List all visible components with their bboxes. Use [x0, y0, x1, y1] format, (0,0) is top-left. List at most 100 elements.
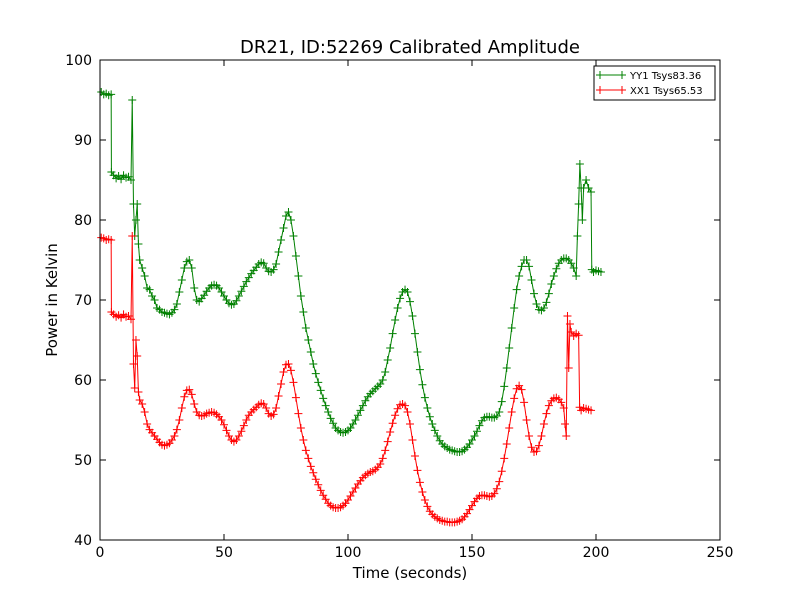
data-point-marker — [596, 268, 605, 276]
data-point-marker — [507, 324, 516, 332]
data-point-marker — [294, 409, 303, 418]
data-point-marker — [138, 264, 147, 272]
data-point-marker — [291, 393, 300, 402]
data-point-marker — [306, 348, 315, 356]
data-point-marker — [299, 308, 308, 316]
data-point-marker — [296, 292, 305, 300]
data-point-marker — [567, 259, 576, 268]
data-point-marker — [502, 440, 511, 448]
data-point-marker — [286, 216, 295, 224]
data-point-marker — [311, 475, 320, 484]
data-point-marker — [237, 427, 246, 436]
data-point-marker — [517, 385, 526, 394]
data-point-marker — [234, 292, 243, 300]
y-axis-title: Power in Kelvin — [43, 243, 61, 357]
data-point-marker — [547, 280, 556, 288]
data-point-marker — [420, 393, 429, 402]
data-point-marker — [525, 262, 534, 271]
data-point-marker — [408, 312, 417, 320]
data-point-marker — [530, 289, 538, 298]
data-point-marker — [510, 394, 519, 403]
data-point-marker — [177, 404, 186, 412]
data-point-marker — [500, 382, 509, 391]
data-point-marker — [386, 428, 395, 436]
data-point-marker — [574, 200, 583, 208]
data-point-marker — [425, 412, 434, 421]
data-point-marker — [190, 284, 199, 292]
data-point-marker — [386, 344, 395, 352]
data-point-marker — [505, 424, 514, 432]
data-point-marker — [129, 360, 138, 368]
data-point-marker — [415, 478, 424, 487]
data-point-marker — [413, 348, 422, 356]
data-point-marker — [495, 408, 504, 416]
data-point-marker — [587, 406, 596, 415]
data-point-marker — [220, 420, 228, 429]
data-point-marker — [587, 188, 596, 196]
data-point-marker — [527, 276, 536, 284]
data-point-marker — [534, 441, 543, 450]
data-point-marker — [383, 437, 392, 446]
data-point-marker — [107, 90, 116, 99]
data-point-marker — [565, 320, 574, 328]
data-point-marker — [391, 316, 400, 324]
x-tick-label: 50 — [215, 545, 233, 561]
data-point-marker — [107, 236, 116, 244]
data-point-marker — [388, 329, 397, 338]
data-point-marker — [172, 300, 181, 308]
data-point-marker — [279, 368, 288, 376]
legend-label: XX1 Tsys65.53 — [630, 86, 703, 97]
y-tick-label: 90 — [74, 133, 92, 149]
x-tick-label: 0 — [96, 545, 105, 561]
data-point-marker — [301, 446, 310, 455]
data-point-marker — [140, 408, 149, 416]
data-point-marker — [134, 388, 143, 396]
data-point-marker — [274, 248, 283, 256]
data-point-marker — [527, 443, 536, 452]
data-point-marker — [321, 401, 330, 410]
x-tick-label: 100 — [335, 545, 362, 561]
data-point-marker — [269, 265, 278, 274]
data-point-marker — [294, 272, 303, 280]
y-tick-label: 80 — [74, 213, 92, 229]
y-tick-label: 60 — [74, 373, 92, 389]
legend-box — [593, 65, 716, 101]
data-point-marker — [296, 424, 305, 432]
data-point-marker — [185, 256, 194, 264]
data-point-marker — [423, 404, 432, 412]
data-point-marker — [532, 300, 541, 308]
data-point-marker — [415, 365, 424, 374]
legend-marker — [618, 71, 626, 79]
data-point-marker — [284, 360, 293, 368]
data-point-marker — [433, 432, 442, 440]
data-point-marker — [170, 432, 179, 440]
x-tick-label: 150 — [459, 545, 486, 561]
data-point-marker — [289, 232, 298, 240]
data-point-marker — [272, 260, 281, 268]
data-point-marker — [326, 414, 335, 423]
data-point-marker — [286, 366, 295, 375]
data-point-marker — [510, 304, 519, 312]
data-point-marker — [537, 432, 546, 440]
data-point-marker — [128, 96, 137, 104]
data-point-marker — [274, 392, 283, 400]
data-point-marker — [563, 312, 572, 320]
data-point-marker — [418, 380, 427, 389]
legend-item: YY1 Tsys83.36 — [596, 71, 701, 82]
data-point-marker — [237, 287, 246, 296]
data-point-marker — [572, 272, 581, 280]
data-point-marker — [539, 304, 548, 312]
data-point-marker — [217, 416, 226, 424]
data-point-marker — [573, 232, 582, 240]
data-point-marker — [299, 436, 308, 444]
x-tick-label: 250 — [707, 545, 734, 561]
data-point-marker — [309, 360, 318, 368]
legend-label: YY1 Tsys83.36 — [629, 71, 701, 82]
data-point-marker — [423, 502, 432, 511]
data-point-marker — [403, 288, 412, 296]
data-point-marker — [561, 420, 569, 428]
legend-marker — [596, 86, 604, 94]
data-point-marker — [542, 409, 551, 418]
legend-marker — [618, 86, 626, 94]
